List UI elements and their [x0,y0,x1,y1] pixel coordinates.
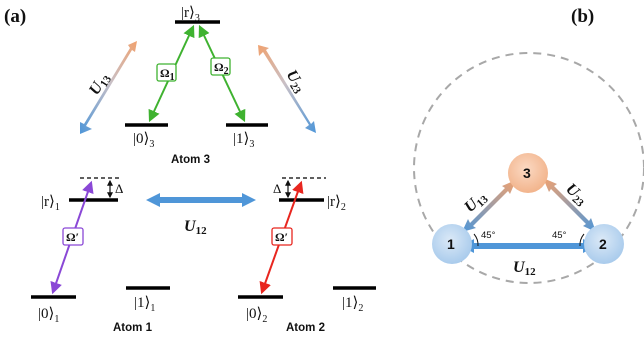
geometry-panel: 45° 45° 1 2 3 U13 U23 U12 [414,53,644,283]
atom-2: |r⟩2 Δ |0⟩2 |1⟩2 Ω′ Atom 2 [238,178,376,334]
panel-label-a: (a) [4,6,26,27]
atom1-detuning-label: Δ [115,181,123,196]
panel-label-b: (b) [571,6,594,27]
u23-coupling-arrow [258,45,316,133]
geo-u23-label: U23 [561,180,591,210]
atom3-ground1-ket: |1⟩3 [233,131,254,150]
atom1-omega-label: Ω′ [66,230,79,244]
atom2-omega-label: Ω′ [275,230,288,244]
atom2-detuning-label: Δ [273,181,281,196]
atom2-label: Atom 2 [286,322,325,334]
geo-u12-label: U12 [513,259,536,278]
geo-u13-label: U13 [461,188,491,218]
atom2-ground0-ket: |0⟩2 [246,306,267,325]
left-angle-label: 45° [481,230,496,241]
u12-coupling-arrow [146,193,256,207]
atom-3: |r⟩3 |0⟩3 |1⟩3 Ω1 Ω2 Atom 3 [125,5,268,166]
geo-u12-arrow [461,239,596,253]
atom1-label: Atom 1 [113,322,153,334]
node-3-label: 3 [523,165,531,181]
atom1-rydberg-ket: |r⟩1 [41,194,60,213]
atom3-ground0-ket: |0⟩3 [133,131,154,150]
u12-label: U12 [184,218,207,237]
atom2-rydberg-ket: |r⟩2 [327,194,346,213]
node-1-label: 1 [447,236,455,252]
u13-label: U13 [86,70,114,100]
node-2-label: 2 [599,236,607,252]
atom3-label: Atom 3 [171,154,210,166]
right-angle-label: 45° [552,230,567,241]
atom1-ground1-ket: |1⟩1 [134,295,155,314]
atom1-ground0-ket: |0⟩1 [38,306,59,325]
atom2-ground1-ket: |1⟩2 [342,295,363,314]
